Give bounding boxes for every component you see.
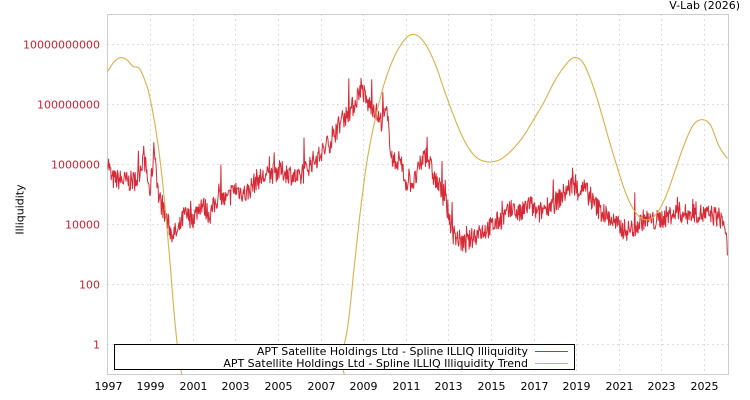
svg-text:100: 100	[79, 279, 100, 292]
svg-text:2009: 2009	[350, 380, 378, 393]
y-axis-ticks: 1 100 10000 1000000 100000000 10000000000	[23, 39, 100, 352]
legend-swatch-red	[535, 350, 568, 352]
x-axis-ticks: 1997 1999 2001 2003 2005 2007 2009 2011 2013 2015…	[95, 380, 719, 393]
chart-legend: APT Satellite Holdings Ltd - Spline ILLI…	[114, 344, 575, 370]
svg-text:1997: 1997	[95, 380, 123, 393]
legend-label: APT Satellite Holdings Ltd - Spline ILLI…	[256, 344, 528, 358]
svg-text:1: 1	[93, 339, 100, 352]
plot-frame	[107, 14, 729, 375]
svg-text:2007: 2007	[308, 380, 336, 393]
svg-text:2003: 2003	[222, 380, 250, 393]
svg-text:2015: 2015	[478, 380, 506, 393]
illiquidity-line	[107, 77, 728, 256]
svg-text:2017: 2017	[521, 380, 549, 393]
svg-text:10000: 10000	[65, 219, 100, 232]
illiquidity-trend-line	[107, 33, 728, 375]
series-lines	[107, 33, 728, 375]
svg-text:1000000: 1000000	[51, 159, 100, 172]
legend-label: APT Satellite Holdings Ltd - Spline ILLI…	[223, 356, 528, 370]
svg-text:2001: 2001	[180, 380, 208, 393]
legend-swatch-gold	[535, 362, 568, 364]
svg-text:10000000000: 10000000000	[23, 39, 100, 52]
svg-text:2011: 2011	[393, 380, 421, 393]
legend-item-illiquidity: APT Satellite Holdings Ltd - Spline ILLI…	[256, 344, 568, 358]
svg-text:2019: 2019	[563, 380, 591, 393]
svg-text:2023: 2023	[648, 380, 676, 393]
svg-text:2025: 2025	[691, 380, 719, 393]
svg-text:2021: 2021	[606, 380, 634, 393]
source-credit: V-Lab (2026)	[669, 0, 740, 12]
y-axis-label: Illiquidity	[13, 184, 27, 235]
svg-text:2005: 2005	[265, 380, 293, 393]
svg-text:2013: 2013	[435, 380, 463, 393]
svg-text:100000000: 100000000	[37, 99, 100, 112]
svg-text:1999: 1999	[137, 380, 165, 393]
legend-item-trend: APT Satellite Holdings Ltd - Spline ILLI…	[223, 356, 568, 370]
